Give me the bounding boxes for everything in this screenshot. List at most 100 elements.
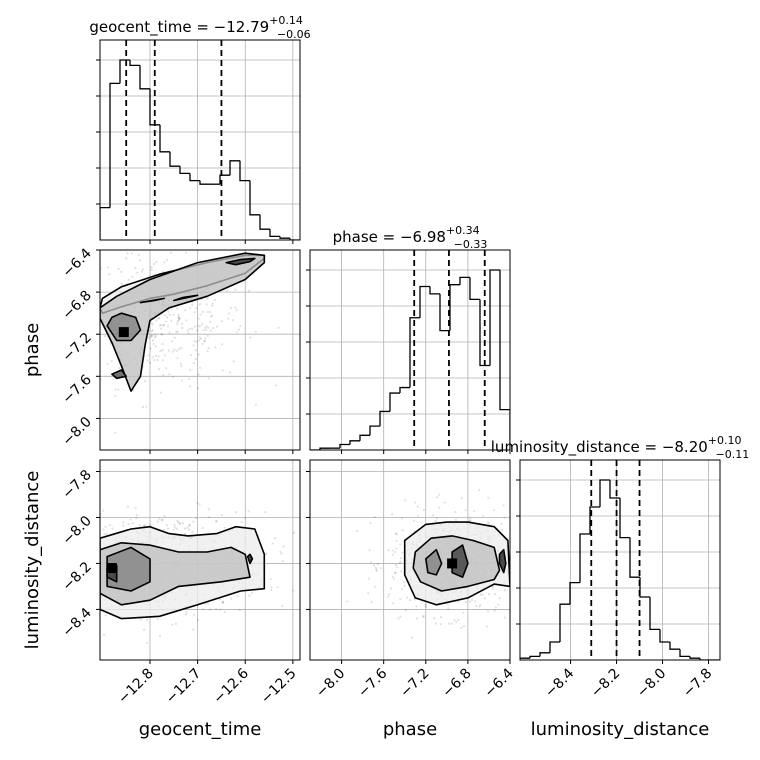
histogram-bar — [379, 410, 390, 427]
sample-point — [168, 313, 171, 316]
sample-point — [162, 323, 165, 326]
sample-point — [163, 261, 166, 264]
sample-point — [511, 556, 513, 558]
sample-point — [434, 622, 438, 625]
sample-point — [152, 359, 156, 362]
sample-point — [93, 587, 95, 589]
sample-point — [209, 329, 213, 332]
sample-point — [424, 605, 427, 609]
sample-point — [198, 303, 201, 306]
contour-level — [498, 548, 507, 574]
sample-point — [228, 371, 231, 374]
sample-point — [207, 326, 210, 329]
sample-point — [204, 336, 207, 340]
sample-point — [150, 334, 153, 337]
sample-point — [104, 614, 107, 617]
sample-point — [138, 524, 141, 527]
sample-point — [162, 528, 166, 531]
density-peak — [118, 327, 129, 338]
sample-point — [119, 270, 123, 273]
sample-point — [92, 585, 94, 587]
histogram-bar — [389, 392, 400, 412]
sample-point — [199, 243, 201, 245]
sample-point — [130, 252, 134, 255]
sample-point — [186, 526, 189, 529]
histogram-bar — [139, 65, 150, 90]
sample-point — [516, 562, 518, 564]
sample-point — [500, 522, 503, 526]
sample-point — [166, 325, 170, 328]
sample-point — [134, 266, 137, 270]
histogram-bar — [319, 447, 330, 450]
density-peak — [447, 558, 458, 569]
sample-point — [231, 319, 234, 322]
sample-point — [178, 317, 181, 320]
sample-point — [397, 617, 400, 620]
contour-level — [139, 297, 166, 304]
sample-point — [205, 328, 208, 332]
sample-point — [498, 597, 501, 600]
sample-point — [403, 584, 406, 587]
panel-frame — [309, 249, 511, 451]
sample-point — [9, 278, 11, 280]
sample-point — [203, 339, 207, 342]
sample-point — [346, 600, 349, 603]
sample-point — [197, 373, 200, 376]
sample-point — [193, 361, 196, 365]
sample-point — [399, 543, 402, 546]
x-tick-label: −12.7 — [163, 666, 205, 708]
y-tick-label: −7.6 — [59, 372, 94, 407]
sample-point — [192, 628, 195, 631]
sample-point — [153, 262, 156, 266]
sample-point — [108, 524, 111, 527]
sample-point — [195, 340, 198, 343]
histogram-bar — [359, 434, 370, 441]
sample-point — [197, 324, 200, 328]
sample-point — [197, 317, 200, 320]
sample-point — [486, 625, 489, 628]
sample-point — [196, 618, 200, 622]
histogram-bar — [569, 581, 580, 605]
sample-point — [521, 541, 523, 543]
sample-point — [404, 609, 407, 612]
histogram-bar — [659, 629, 670, 643]
sample-point — [143, 524, 146, 527]
sample-point — [395, 547, 398, 550]
sample-point — [172, 235, 174, 237]
sample-point — [193, 311, 196, 314]
sample-point — [117, 388, 120, 391]
sample-point — [399, 557, 403, 560]
sample-point — [479, 593, 482, 596]
sample-point — [179, 521, 182, 525]
sample-point — [464, 600, 467, 604]
sample-point — [126, 252, 129, 255]
sample-point — [161, 349, 164, 352]
histogram-bar — [169, 151, 180, 167]
sample-point — [199, 337, 203, 340]
sample-point — [168, 331, 171, 334]
sample-point — [415, 605, 418, 608]
sample-point — [201, 608, 205, 611]
sample-point — [196, 329, 199, 332]
sample-point — [193, 340, 196, 343]
sample-point — [248, 594, 251, 597]
histogram-bar — [279, 236, 290, 239]
sample-point — [457, 601, 460, 604]
y-tick-label: −6.8 — [59, 288, 94, 323]
sample-point — [212, 326, 215, 330]
sample-point — [139, 259, 142, 262]
sample-point — [91, 364, 93, 366]
sample-point — [161, 359, 164, 362]
sample-point — [118, 367, 121, 370]
histogram-bar — [179, 166, 190, 175]
sample-point — [157, 317, 160, 320]
sample-point — [422, 508, 426, 512]
panel-geocent_time-phase — [9, 235, 301, 454]
sample-point — [254, 330, 257, 333]
sample-point — [93, 344, 95, 346]
histogram-bar — [449, 284, 460, 331]
sample-point — [135, 516, 138, 520]
histogram-bar — [289, 238, 300, 240]
sample-point — [150, 321, 154, 324]
sample-point — [172, 375, 175, 378]
